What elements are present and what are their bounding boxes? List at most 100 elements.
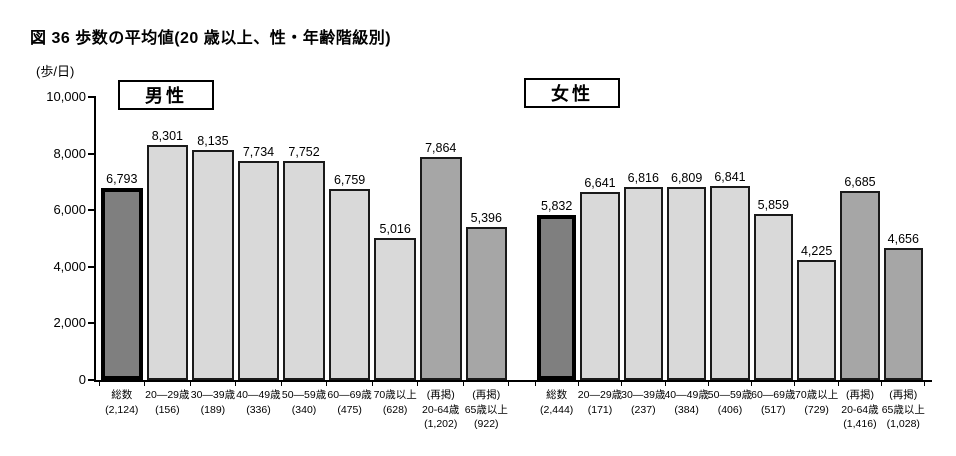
y-axis-unit-label: (歩/日) [36, 64, 75, 79]
bar-value-label: 5,396 [470, 211, 502, 226]
bar-value-label: 6,641 [584, 176, 616, 191]
y-axis-tick-mark [88, 152, 96, 155]
bar-70歳以上 [374, 238, 416, 380]
bar-(再掲)65歳以上 [883, 248, 923, 380]
x-axis-tick-mark [709, 382, 753, 386]
y-axis-tick-label: 8,000 [53, 145, 86, 161]
x-axis-tick-mark [236, 382, 282, 386]
bar-value-label: 7,734 [242, 145, 275, 160]
bar-総数 [101, 187, 143, 380]
bar-(再掲)65歳以上 [465, 227, 508, 380]
bar-30—39歳 [623, 187, 663, 380]
x-axis-category-label: (再掲) 65歳以上 (922) [464, 389, 508, 431]
bar-50—59歳 [283, 160, 325, 380]
y-axis-tick-label: 10,000 [46, 89, 86, 104]
bar-slot: 6,685 (再掲) 20-64歳 (1,416) [840, 97, 880, 430]
bar-value-label: 4,225 [800, 244, 833, 259]
group-label-female: 女性 [524, 78, 620, 108]
bar-value-label: 5,832 [541, 198, 573, 213]
y-axis-tick-mark [88, 209, 96, 212]
x-axis-tick-mark [882, 382, 925, 386]
bar-slot: 6,759 60—69歳 (475) [327, 97, 371, 416]
bar-value-label: 5,859 [757, 198, 789, 213]
bar-30—39歳 [192, 149, 234, 380]
bar-value-label: 6,816 [627, 171, 659, 186]
bar-slot: 6,793 総数 (2,124) [101, 97, 143, 416]
bar-slot: 4,656 (再掲) 65歳以上 (1,028) [882, 97, 925, 430]
x-axis-category-label: (再掲) 20-64歳 (1,416) [841, 389, 879, 431]
bar-value-label: 6,759 [333, 172, 366, 187]
bar-slot: 7,734 40—49歳 (336) [236, 97, 280, 416]
x-axis-tick-mark [579, 382, 623, 386]
x-axis-category-label: 総数 (2,124) [105, 389, 139, 416]
bar-slot: 8,135 30—39歳 (189) [191, 97, 235, 416]
x-axis-tick-mark [99, 382, 146, 386]
x-axis-category-label: 50—59歳 (406) [707, 389, 753, 416]
bar-slot: 6,641 20—29歳 (171) [578, 97, 622, 416]
y-axis-tick-mark [88, 322, 96, 325]
bar-slot: 6,841 50—59歳 (406) [708, 97, 752, 415]
x-axis-tick-row [99, 382, 509, 386]
bar-60—69歳 [328, 188, 371, 380]
bar-20—29歳 [580, 192, 620, 380]
x-axis-tick-mark [145, 382, 191, 386]
bar-slot: 8,301 20—29歳 (156) [145, 97, 189, 416]
bar-slot: 5,016 70歳以上 (628) [374, 97, 417, 416]
bar-70歳以上 [796, 260, 837, 380]
x-axis-category-label: 40—49歳 (384) [664, 389, 709, 416]
y-axis-tick-mark [88, 265, 96, 268]
y-axis-tick-label: 0 [78, 372, 86, 387]
bar-slot: 6,809 40—49歳 (384) [664, 97, 708, 415]
bar-value-label: 8,301 [151, 129, 183, 144]
x-axis-category-label: 70歳以上 (628) [373, 389, 417, 416]
bar-value-label: 6,841 [714, 170, 746, 185]
x-axis-category-label: 70歳以上 (729) [795, 389, 839, 416]
x-axis-category-label: 50—59歳 (340) [281, 389, 327, 416]
bar-group-female: 5,832 総数 (2,444) 6,641 20—29歳 (171) 6,816 30—39… [535, 97, 925, 430]
bar-slot: 6,816 30—39歳 (237) [621, 97, 665, 416]
x-axis-category-label: (再掲) 20-64歳 (1,202) [422, 389, 460, 431]
bar-総数 [537, 214, 577, 380]
bar-(再掲)20-64歳 [419, 157, 462, 380]
group-label-male: 男性 [118, 80, 214, 110]
y-axis-tick-mark [88, 379, 96, 381]
bar-slot: 7,864 (再掲) 20-64歳 (1,202) [419, 97, 462, 430]
x-axis-category-label: 60—69歳 (517) [751, 389, 796, 416]
x-axis-tick-mark [191, 382, 237, 386]
bar-slot: 7,752 50—59歳 (340) [282, 97, 326, 416]
x-axis-tick-mark [666, 382, 709, 386]
bar-value-label: 4,656 [887, 232, 919, 247]
chart-title: 図 36 歩数の平均値(20 歳以上、性・年齢階級別) [30, 30, 392, 47]
x-axis-tick-mark [327, 382, 373, 386]
bar-slot: 5,832 総数 (2,444) [537, 97, 577, 416]
x-axis-category-label: 20—29歳 (171) [577, 389, 623, 416]
bar-20—29歳 [146, 145, 189, 380]
bar-value-label: 6,809 [671, 171, 703, 186]
x-axis-tick-mark [795, 382, 839, 386]
x-axis-category-label: 60—69歳 (475) [327, 389, 372, 416]
x-axis-tick-mark [535, 382, 580, 386]
bar-40—49歳 [666, 187, 707, 380]
bar-group-male: 6,793 総数 (2,124) 8,301 20—29歳 (156) 8,135 30—39… [99, 97, 509, 430]
plot-area: 0 2,000 4,000 6,000 8,000 10,000 6,793 総数 (2,124… [46, 90, 932, 430]
x-axis-tick-mark [464, 382, 509, 386]
bar-value-label: 7,864 [425, 141, 457, 156]
x-axis-tick-mark [373, 382, 419, 386]
x-axis-tick-mark [418, 382, 464, 386]
y-axis-tick-label: 6,000 [53, 202, 86, 218]
bar-value-label: 6,793 [106, 171, 138, 186]
x-axis-category-label: 30—39歳 (237) [621, 389, 666, 416]
bar-value-label: 8,135 [197, 133, 229, 148]
bar-value-label: 7,752 [288, 144, 320, 159]
bar-slot: 5,859 60—69歳 (517) [751, 97, 795, 415]
x-axis-category-label: 20—29歳 (156) [145, 389, 190, 416]
bar-slot: 5,396 (再掲) 65歳以上 (922) [465, 97, 508, 430]
bar-value-label: 6,685 [844, 174, 876, 189]
x-axis-tick-mark [752, 382, 796, 386]
x-axis-category-label: (再掲) 65歳以上 (1,028) [881, 389, 925, 431]
x-axis-category-label: 30—39歳 (189) [190, 389, 236, 416]
bar-50—59歳 [710, 186, 750, 380]
bar-slot: 4,225 70歳以上 (729) [795, 97, 838, 415]
bar-40—49歳 [237, 161, 280, 380]
